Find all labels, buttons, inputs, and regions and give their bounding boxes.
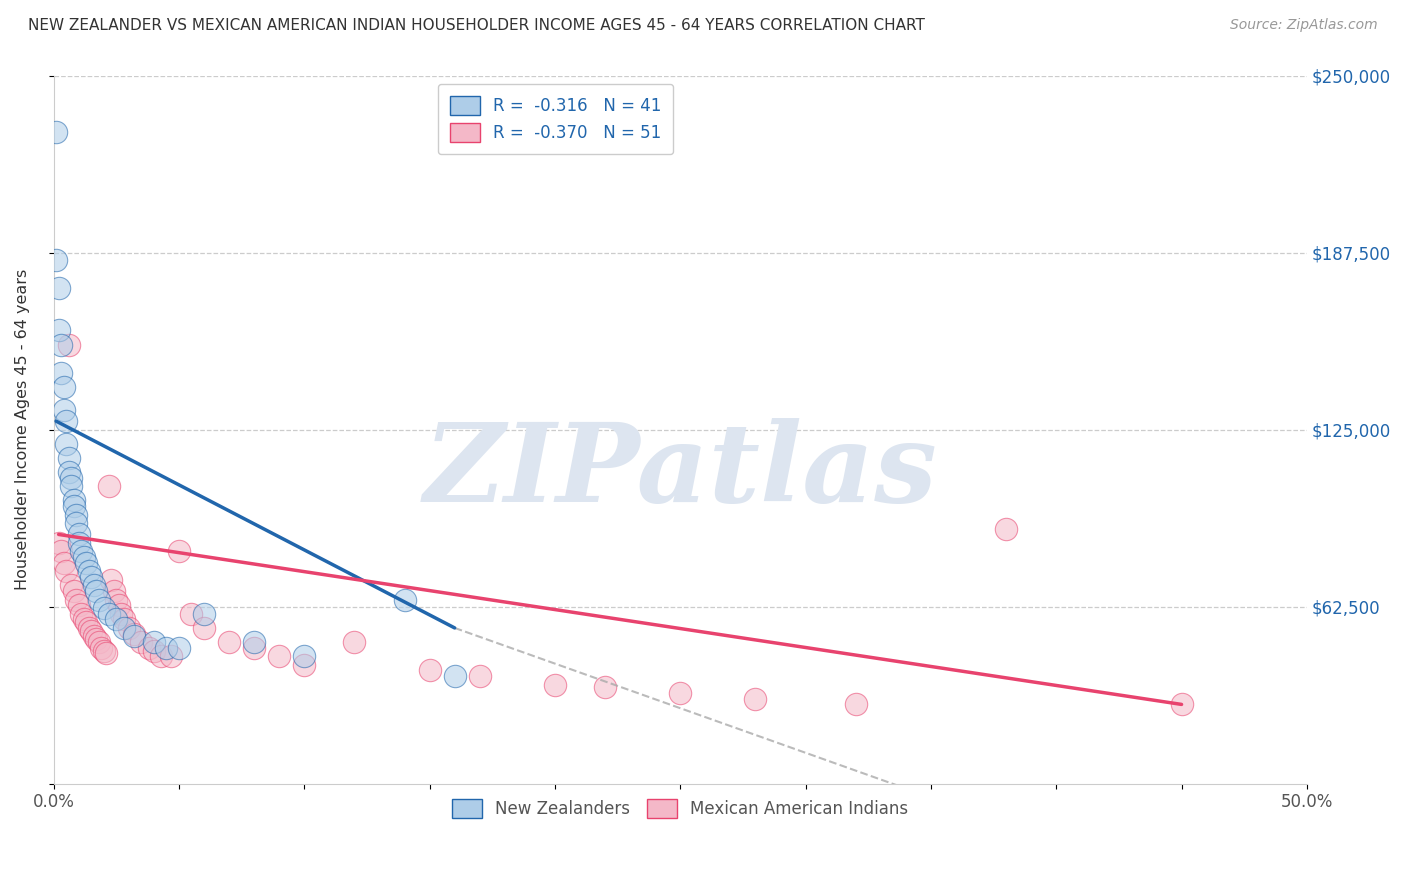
Point bbox=[155, 640, 177, 655]
Point bbox=[394, 592, 416, 607]
Point bbox=[544, 677, 567, 691]
Y-axis label: Householder Income Ages 45 - 64 years: Householder Income Ages 45 - 64 years bbox=[15, 269, 30, 591]
Point bbox=[468, 669, 491, 683]
Point bbox=[995, 522, 1018, 536]
Point bbox=[73, 612, 96, 626]
Point bbox=[84, 584, 107, 599]
Point bbox=[45, 252, 67, 267]
Point bbox=[105, 612, 128, 626]
Point bbox=[142, 643, 165, 657]
Point bbox=[419, 664, 441, 678]
Point bbox=[55, 564, 77, 578]
Point bbox=[180, 607, 202, 621]
Point bbox=[84, 632, 107, 647]
Point bbox=[73, 550, 96, 565]
Point bbox=[112, 621, 135, 635]
Point bbox=[87, 635, 110, 649]
Point bbox=[97, 607, 120, 621]
Point bbox=[193, 621, 215, 635]
Point bbox=[343, 635, 366, 649]
Point bbox=[142, 635, 165, 649]
Point bbox=[58, 465, 80, 479]
Point bbox=[49, 337, 72, 351]
Point bbox=[97, 479, 120, 493]
Point bbox=[107, 599, 129, 613]
Point bbox=[65, 592, 87, 607]
Point bbox=[103, 584, 125, 599]
Point bbox=[67, 536, 90, 550]
Point bbox=[243, 640, 266, 655]
Point bbox=[83, 629, 105, 643]
Point bbox=[49, 366, 72, 380]
Point bbox=[96, 647, 118, 661]
Point bbox=[218, 635, 240, 649]
Point bbox=[138, 640, 160, 655]
Point bbox=[52, 556, 75, 570]
Point bbox=[55, 437, 77, 451]
Text: Source: ZipAtlas.com: Source: ZipAtlas.com bbox=[1230, 18, 1378, 32]
Point bbox=[845, 698, 868, 712]
Point bbox=[77, 564, 100, 578]
Point bbox=[48, 323, 70, 337]
Point bbox=[669, 686, 692, 700]
Point bbox=[269, 649, 291, 664]
Point bbox=[100, 573, 122, 587]
Point bbox=[292, 649, 315, 664]
Point bbox=[118, 621, 141, 635]
Point bbox=[77, 621, 100, 635]
Point bbox=[67, 527, 90, 541]
Point bbox=[70, 607, 93, 621]
Point bbox=[105, 592, 128, 607]
Point bbox=[55, 414, 77, 428]
Point bbox=[80, 570, 103, 584]
Point bbox=[65, 516, 87, 530]
Point bbox=[193, 607, 215, 621]
Point bbox=[52, 380, 75, 394]
Point bbox=[243, 635, 266, 649]
Point bbox=[62, 499, 84, 513]
Point bbox=[45, 125, 67, 139]
Point bbox=[90, 640, 112, 655]
Point bbox=[58, 337, 80, 351]
Text: NEW ZEALANDER VS MEXICAN AMERICAN INDIAN HOUSEHOLDER INCOME AGES 45 - 64 YEARS C: NEW ZEALANDER VS MEXICAN AMERICAN INDIAN… bbox=[28, 18, 925, 33]
Point bbox=[292, 657, 315, 672]
Point bbox=[110, 607, 132, 621]
Point bbox=[60, 479, 83, 493]
Legend: New Zealanders, Mexican American Indians: New Zealanders, Mexican American Indians bbox=[446, 792, 915, 825]
Point bbox=[65, 508, 87, 522]
Point bbox=[443, 669, 465, 683]
Point bbox=[593, 681, 616, 695]
Point bbox=[1170, 698, 1192, 712]
Point bbox=[122, 629, 145, 643]
Point bbox=[49, 544, 72, 558]
Point bbox=[62, 493, 84, 508]
Point bbox=[87, 592, 110, 607]
Point bbox=[75, 615, 97, 630]
Point bbox=[80, 624, 103, 638]
Point bbox=[70, 544, 93, 558]
Point bbox=[93, 601, 115, 615]
Point bbox=[60, 471, 83, 485]
Point bbox=[58, 450, 80, 465]
Point bbox=[75, 556, 97, 570]
Point bbox=[160, 649, 183, 664]
Point bbox=[167, 544, 190, 558]
Point bbox=[122, 626, 145, 640]
Point bbox=[150, 649, 173, 664]
Point bbox=[48, 281, 70, 295]
Text: ZIPatlas: ZIPatlas bbox=[423, 418, 938, 526]
Point bbox=[167, 640, 190, 655]
Point bbox=[131, 635, 153, 649]
Point bbox=[67, 599, 90, 613]
Point bbox=[62, 584, 84, 599]
Point bbox=[112, 612, 135, 626]
Point bbox=[60, 578, 83, 592]
Point bbox=[48, 536, 70, 550]
Point bbox=[744, 691, 766, 706]
Point bbox=[83, 578, 105, 592]
Point bbox=[52, 402, 75, 417]
Point bbox=[93, 643, 115, 657]
